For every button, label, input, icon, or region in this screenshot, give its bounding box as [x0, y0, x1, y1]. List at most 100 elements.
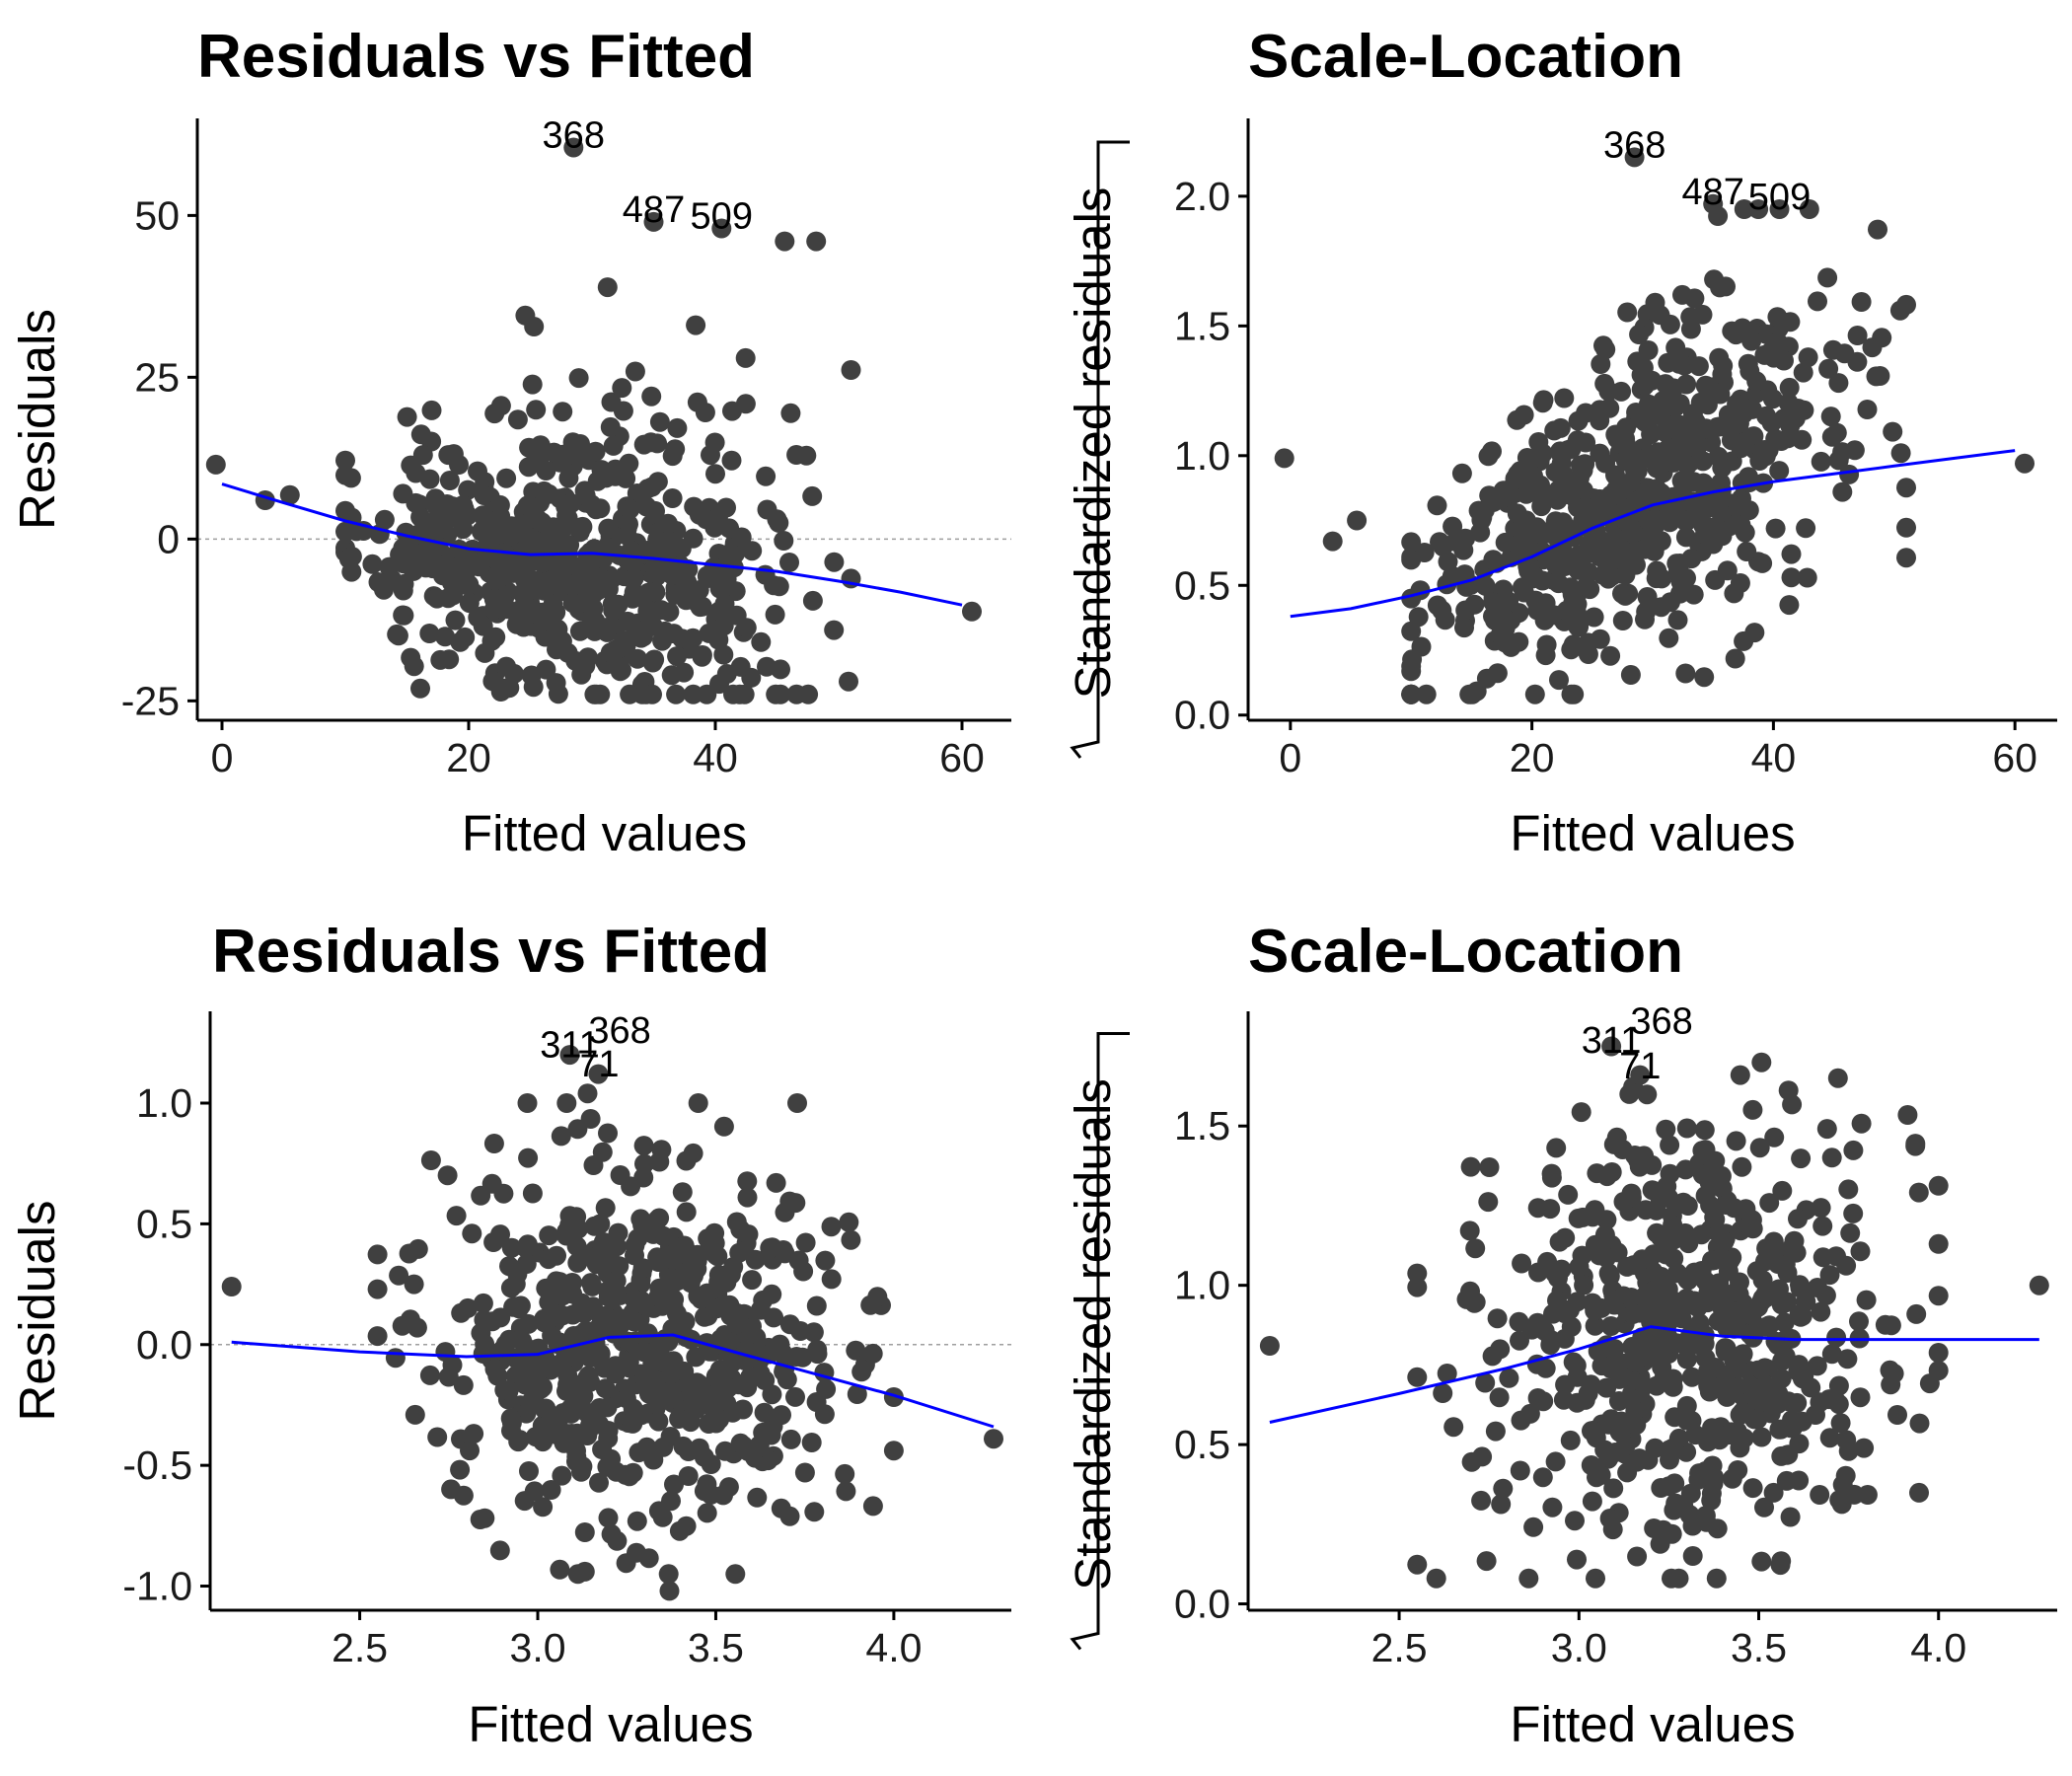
data-point — [846, 1340, 866, 1361]
data-point — [816, 1378, 837, 1399]
data-point — [598, 1123, 618, 1144]
data-point — [1566, 480, 1587, 500]
data-point — [683, 684, 703, 704]
data-point — [1479, 1157, 1500, 1177]
y-tick-label: 0.0 — [1174, 693, 1230, 738]
data-point — [604, 1361, 625, 1381]
data-point — [641, 386, 662, 407]
data-point — [1605, 1294, 1626, 1314]
data-point — [1837, 1349, 1858, 1369]
data-point — [1817, 267, 1838, 288]
data-point — [1664, 1500, 1684, 1520]
data-point — [459, 574, 480, 595]
data-point — [1676, 1118, 1697, 1139]
data-point — [1476, 1551, 1497, 1572]
data-point — [1547, 489, 1568, 510]
data-point — [556, 1093, 577, 1113]
data-point — [449, 455, 469, 475]
data-point — [652, 1352, 673, 1372]
data-point — [1545, 1451, 1566, 1472]
data-point — [1712, 526, 1733, 547]
data-point — [489, 495, 510, 515]
data-point — [221, 1277, 242, 1296]
data-point — [400, 1309, 420, 1330]
data-point — [515, 1374, 536, 1395]
data-point — [1483, 606, 1503, 627]
data-point — [1584, 607, 1604, 628]
data-point — [779, 553, 799, 572]
data-point — [1897, 1105, 1918, 1125]
data-point — [501, 1412, 522, 1433]
data-point — [1571, 1102, 1591, 1123]
data-point — [1588, 1341, 1608, 1362]
data-point — [1623, 1303, 1644, 1324]
data-point — [1661, 592, 1680, 613]
data-point — [526, 570, 547, 591]
data-point — [648, 1411, 669, 1432]
data-point — [1742, 1099, 1763, 1120]
data-point — [1521, 524, 1542, 545]
data-point — [1495, 532, 1516, 553]
data-point — [677, 572, 698, 592]
data-point — [591, 460, 612, 481]
data-point — [649, 1151, 670, 1172]
data-point — [1567, 1292, 1588, 1312]
data-point — [613, 401, 633, 421]
x-tick-label: 2.5 — [1371, 1625, 1428, 1670]
data-point — [1725, 648, 1745, 669]
data-point — [821, 1269, 842, 1290]
data-point — [544, 442, 564, 463]
point-label: 368 — [1603, 124, 1665, 166]
data-point — [1532, 443, 1553, 464]
data-point — [1432, 600, 1452, 621]
data-point — [1739, 500, 1759, 521]
data-point — [586, 1320, 607, 1340]
data-point — [1667, 561, 1688, 582]
data-point — [1733, 1401, 1753, 1422]
data-point — [1274, 448, 1295, 469]
data-point — [553, 402, 573, 422]
data-point — [697, 1283, 717, 1303]
data-point — [647, 1210, 668, 1230]
data-point — [439, 471, 460, 490]
data-point — [1850, 1387, 1871, 1408]
data-point — [1831, 1494, 1852, 1515]
data-point — [764, 575, 784, 596]
data-point — [1511, 1410, 1531, 1431]
data-point — [802, 590, 823, 611]
data-point — [1884, 1364, 1904, 1384]
data-point — [393, 605, 413, 626]
data-point — [751, 631, 772, 652]
data-point — [1518, 1568, 1539, 1589]
data-point — [464, 1424, 484, 1444]
data-point — [501, 1237, 522, 1258]
data-point — [1665, 1407, 1685, 1428]
data-point — [566, 1441, 586, 1461]
data-point — [437, 1165, 458, 1186]
data-point — [1613, 1192, 1634, 1212]
data-point — [1598, 568, 1618, 589]
data-point — [1638, 1293, 1659, 1313]
data-point — [1510, 1330, 1529, 1351]
data-point — [738, 1224, 759, 1244]
data-point — [1594, 1440, 1615, 1460]
data-point — [1524, 684, 1545, 704]
data-points — [1259, 1036, 2049, 1589]
data-point — [497, 547, 518, 567]
data-point — [1816, 1119, 1837, 1140]
data-point — [1483, 592, 1504, 613]
data-point — [1767, 307, 1788, 328]
data-point — [453, 519, 474, 540]
data-point — [574, 1561, 595, 1582]
data-point — [676, 1516, 697, 1536]
data-point — [598, 1428, 619, 1448]
data-point — [1624, 147, 1645, 168]
data-point — [1752, 553, 1773, 573]
data-point — [446, 1206, 467, 1226]
data-point — [1608, 1391, 1629, 1411]
data-point — [1702, 1250, 1722, 1271]
data-point — [418, 516, 439, 537]
data-point — [1811, 1198, 1831, 1219]
data-point — [662, 446, 683, 467]
